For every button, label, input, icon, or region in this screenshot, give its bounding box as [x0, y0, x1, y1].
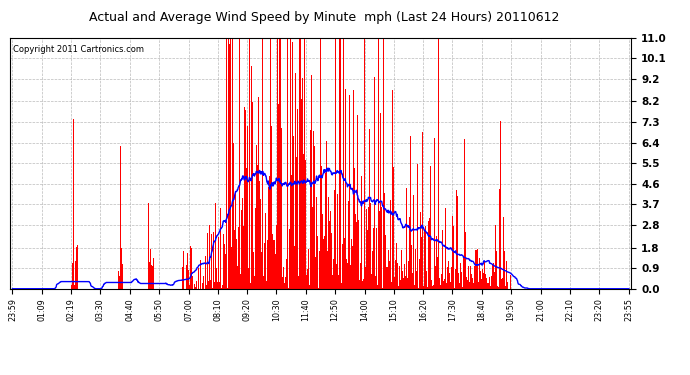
Text: Copyright 2011 Cartronics.com: Copyright 2011 Cartronics.com [14, 45, 144, 54]
Text: Actual and Average Wind Speed by Minute  mph (Last 24 Hours) 20110612: Actual and Average Wind Speed by Minute … [89, 11, 560, 24]
